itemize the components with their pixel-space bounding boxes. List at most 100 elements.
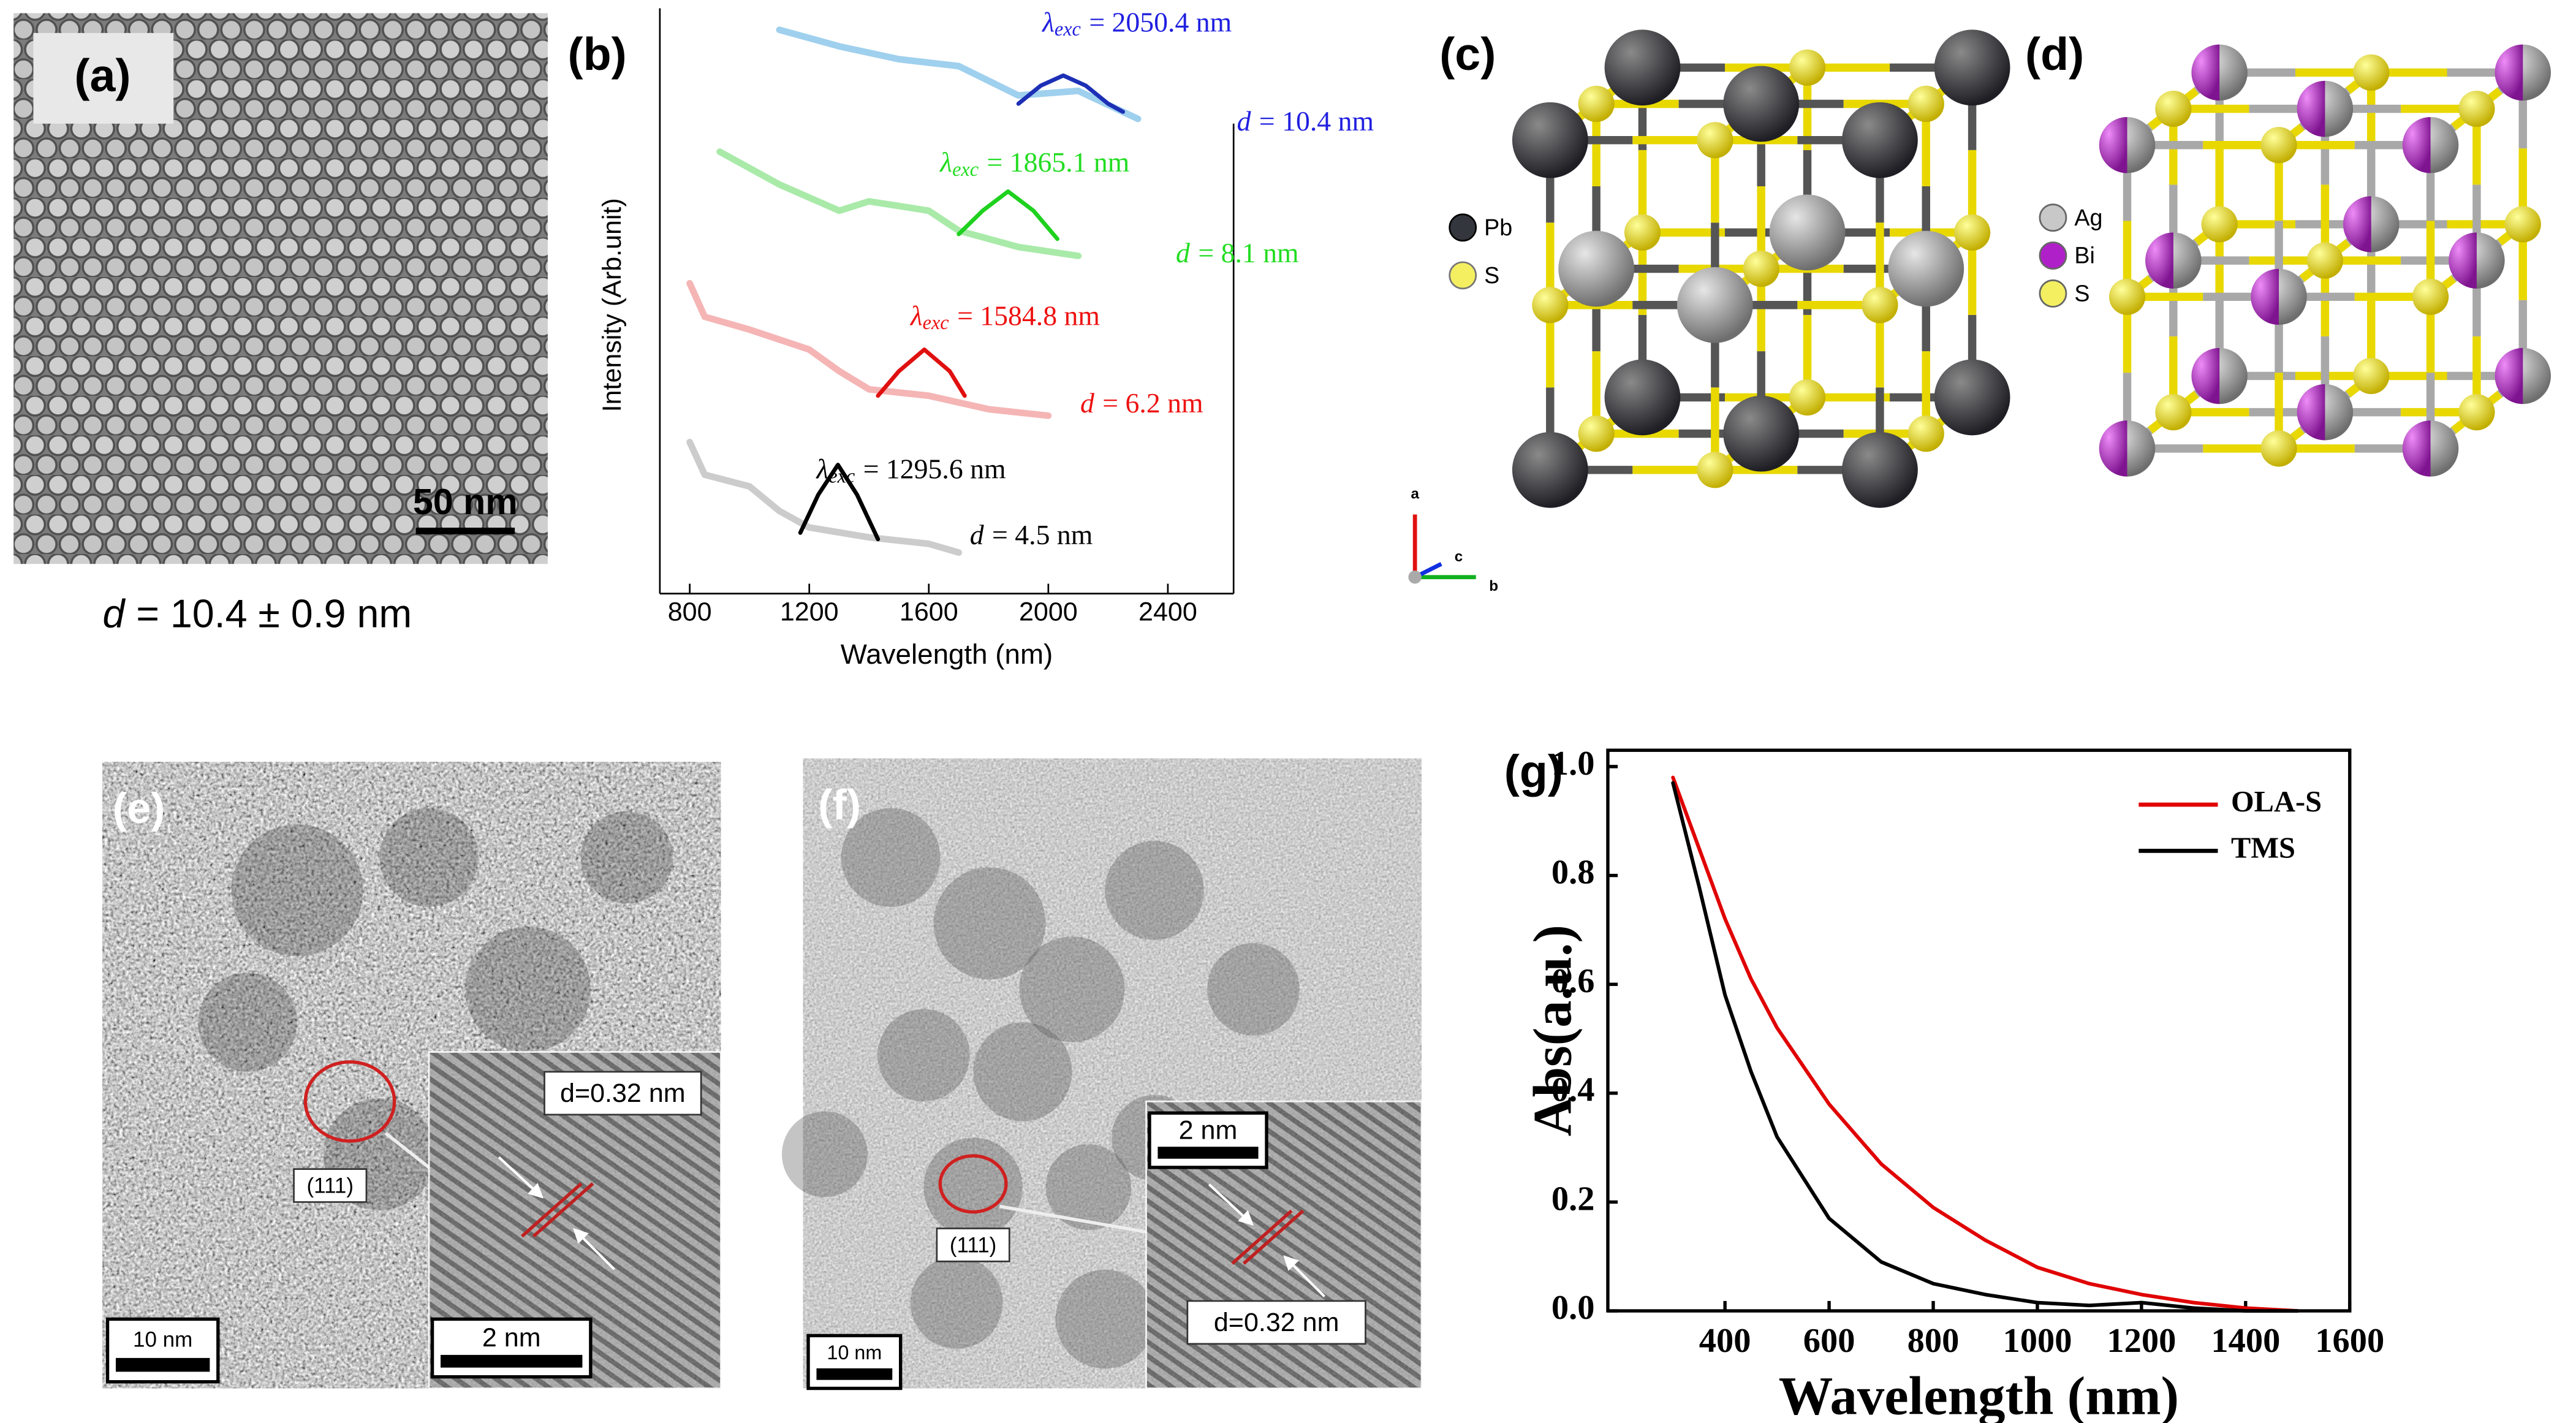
legend-swatch (1449, 213, 1477, 242)
label-box (33, 32, 174, 124)
atom-s (2458, 90, 2495, 127)
panel-label: (f) (818, 781, 861, 829)
nanoparticle (1207, 943, 1300, 1036)
atom-pb (1512, 431, 1588, 508)
annotation: λexc = 1584.8 nm (909, 300, 1100, 334)
annotation-text: = 1865.1 nm (987, 146, 1130, 178)
plane-label: (111) (950, 1233, 996, 1257)
atom-pb (1842, 102, 1918, 178)
atom-s (1578, 416, 1615, 452)
atom-pb (1723, 395, 1800, 472)
nanoparticle (933, 867, 1046, 980)
atom-s (2306, 242, 2343, 279)
atom-pb (1888, 230, 1964, 307)
scale-bar-label: 2 nm (1179, 1116, 1238, 1145)
arrow (1208, 1183, 1254, 1226)
atom-s (1954, 214, 1991, 251)
spacing-label: d=0.32 nm (1214, 1308, 1339, 1337)
spectrum-line (1671, 781, 2300, 1313)
legend-label: OLA-S (2231, 786, 2322, 818)
atom-s (2353, 54, 2390, 91)
fringe-marker (1242, 1209, 1305, 1265)
atom-pb (1934, 29, 2010, 106)
y-tick-label: 0.2 (1551, 1180, 1595, 1218)
atom-bi (2099, 420, 2127, 477)
scale-bar (816, 1368, 893, 1380)
fringe-marker (1231, 1209, 1293, 1265)
annotation-text: = 1295.6 nm (863, 453, 1006, 484)
annotation-subscript: exc (828, 465, 855, 487)
legend-swatch (1449, 261, 1477, 290)
annotation-text: = 2050.4 nm (1089, 6, 1232, 37)
atom-bi (2297, 80, 2325, 137)
atom-pb (1934, 359, 2010, 436)
legend-label: TMS (2231, 832, 2295, 864)
atom-s (2504, 206, 2541, 243)
atom-s (1789, 379, 1826, 416)
x-tick-label: 2400 (1138, 597, 1197, 626)
legend-swatch (2039, 279, 2067, 308)
x-tick-label: 1200 (780, 597, 839, 626)
annotation-text: = 10.4 nm (1259, 105, 1374, 136)
atom-s (2155, 90, 2192, 127)
atom-s (1907, 416, 1944, 452)
annotation-symbol: λ (909, 300, 923, 331)
x-tick-label: 800 (1907, 1322, 1960, 1360)
label-box (936, 1228, 1010, 1262)
panel-label: (d) (2025, 28, 2084, 80)
panel-label: (b) (568, 28, 627, 80)
atom-s (1697, 122, 1733, 159)
atom-pb (1769, 194, 1846, 271)
atom-bi (2297, 384, 2325, 441)
plane-label: (111) (307, 1174, 354, 1197)
caption-text: = 10.4 ± 0.9 nm (136, 591, 412, 636)
y-tick-label: 1.0 (1551, 745, 1595, 783)
nanoparticle (923, 1137, 1023, 1237)
nanoparticle (877, 1009, 970, 1102)
x-tick-label: 400 (1699, 1322, 1751, 1360)
panel-label: (g) (1504, 745, 1563, 797)
x-axis-label: Wavelength (nm) (1779, 1366, 2180, 1423)
annotation-text: = 8.1 nm (1198, 237, 1298, 268)
annotation: d = 6.2 nm (1080, 387, 1203, 418)
y-tick-label: 0.0 (1551, 1289, 1595, 1327)
annotation-text: = 4.5 nm (992, 519, 1093, 550)
legend-label: Pb (1484, 214, 1512, 240)
spacing-label: d=0.32 nm (560, 1079, 686, 1108)
nanoparticle (465, 927, 591, 1052)
arrow (573, 1228, 615, 1270)
y-tick-label: 0.4 (1551, 1071, 1595, 1109)
y-axis-label: Abs(a.u.) (1523, 925, 1583, 1136)
annotation-symbol: d (1080, 387, 1094, 418)
nanoparticle (1019, 936, 1125, 1042)
atom-bi (2191, 44, 2220, 101)
atom-s (1624, 214, 1661, 251)
annotation-subscript: exc (1055, 18, 1081, 40)
panel-label: (e) (113, 784, 165, 832)
atom-bi (2402, 420, 2431, 477)
annotation: d = 10.4 nm (1237, 105, 1374, 136)
label-box (293, 1168, 368, 1203)
caption-symbol: d (102, 591, 126, 636)
annotation: d = 4.5 nm (970, 519, 1093, 550)
nanoparticle (781, 1111, 868, 1197)
atom-s (2155, 394, 2192, 431)
annotation-symbol: λ (1041, 6, 1055, 37)
atom-s (1862, 287, 1898, 324)
annotation: λexc = 1865.1 nm (939, 146, 1129, 181)
scale-bar-label: 10 nm (133, 1328, 192, 1352)
annotation-symbol: d (1176, 237, 1190, 268)
annotation-subscript: exc (952, 158, 979, 180)
spectrum-line (798, 463, 881, 542)
region-circle (938, 1154, 1008, 1214)
caption: d = 10.4 ± 0.9 nm (102, 591, 412, 636)
pointer (999, 1204, 1155, 1235)
spectrum-background (686, 279, 1052, 419)
region-circle (303, 1060, 396, 1143)
annotation: λexc = 2050.4 nm (1041, 6, 1232, 40)
legend-label: Ag (2074, 205, 2102, 230)
scale-bar (441, 1354, 583, 1368)
atom-pb (1723, 66, 1800, 142)
atom-s (2260, 430, 2297, 467)
